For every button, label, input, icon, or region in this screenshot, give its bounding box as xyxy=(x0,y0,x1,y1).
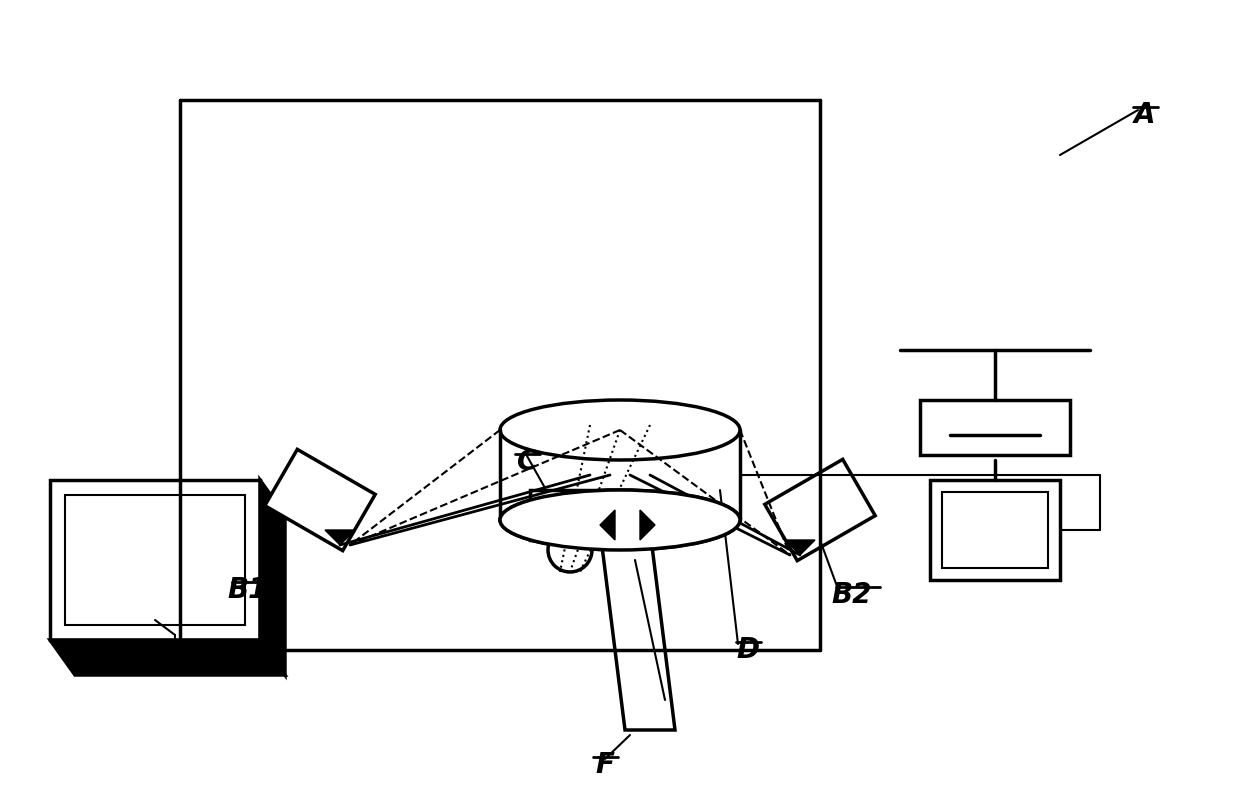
Text: C: C xyxy=(517,448,537,476)
Polygon shape xyxy=(640,510,655,540)
Circle shape xyxy=(548,528,591,572)
Polygon shape xyxy=(64,495,246,625)
Polygon shape xyxy=(529,490,610,540)
Polygon shape xyxy=(260,480,285,675)
Text: E: E xyxy=(165,654,185,682)
Polygon shape xyxy=(600,510,615,540)
Text: B1: B1 xyxy=(228,576,268,604)
Text: A: A xyxy=(1135,101,1156,129)
Polygon shape xyxy=(325,530,355,545)
Polygon shape xyxy=(600,530,675,730)
Polygon shape xyxy=(785,540,815,555)
Text: F: F xyxy=(595,751,615,779)
Polygon shape xyxy=(765,460,875,561)
Text: B2: B2 xyxy=(832,581,872,609)
Polygon shape xyxy=(265,449,376,551)
Ellipse shape xyxy=(500,490,740,550)
Text: D: D xyxy=(737,636,759,664)
Polygon shape xyxy=(50,640,285,675)
